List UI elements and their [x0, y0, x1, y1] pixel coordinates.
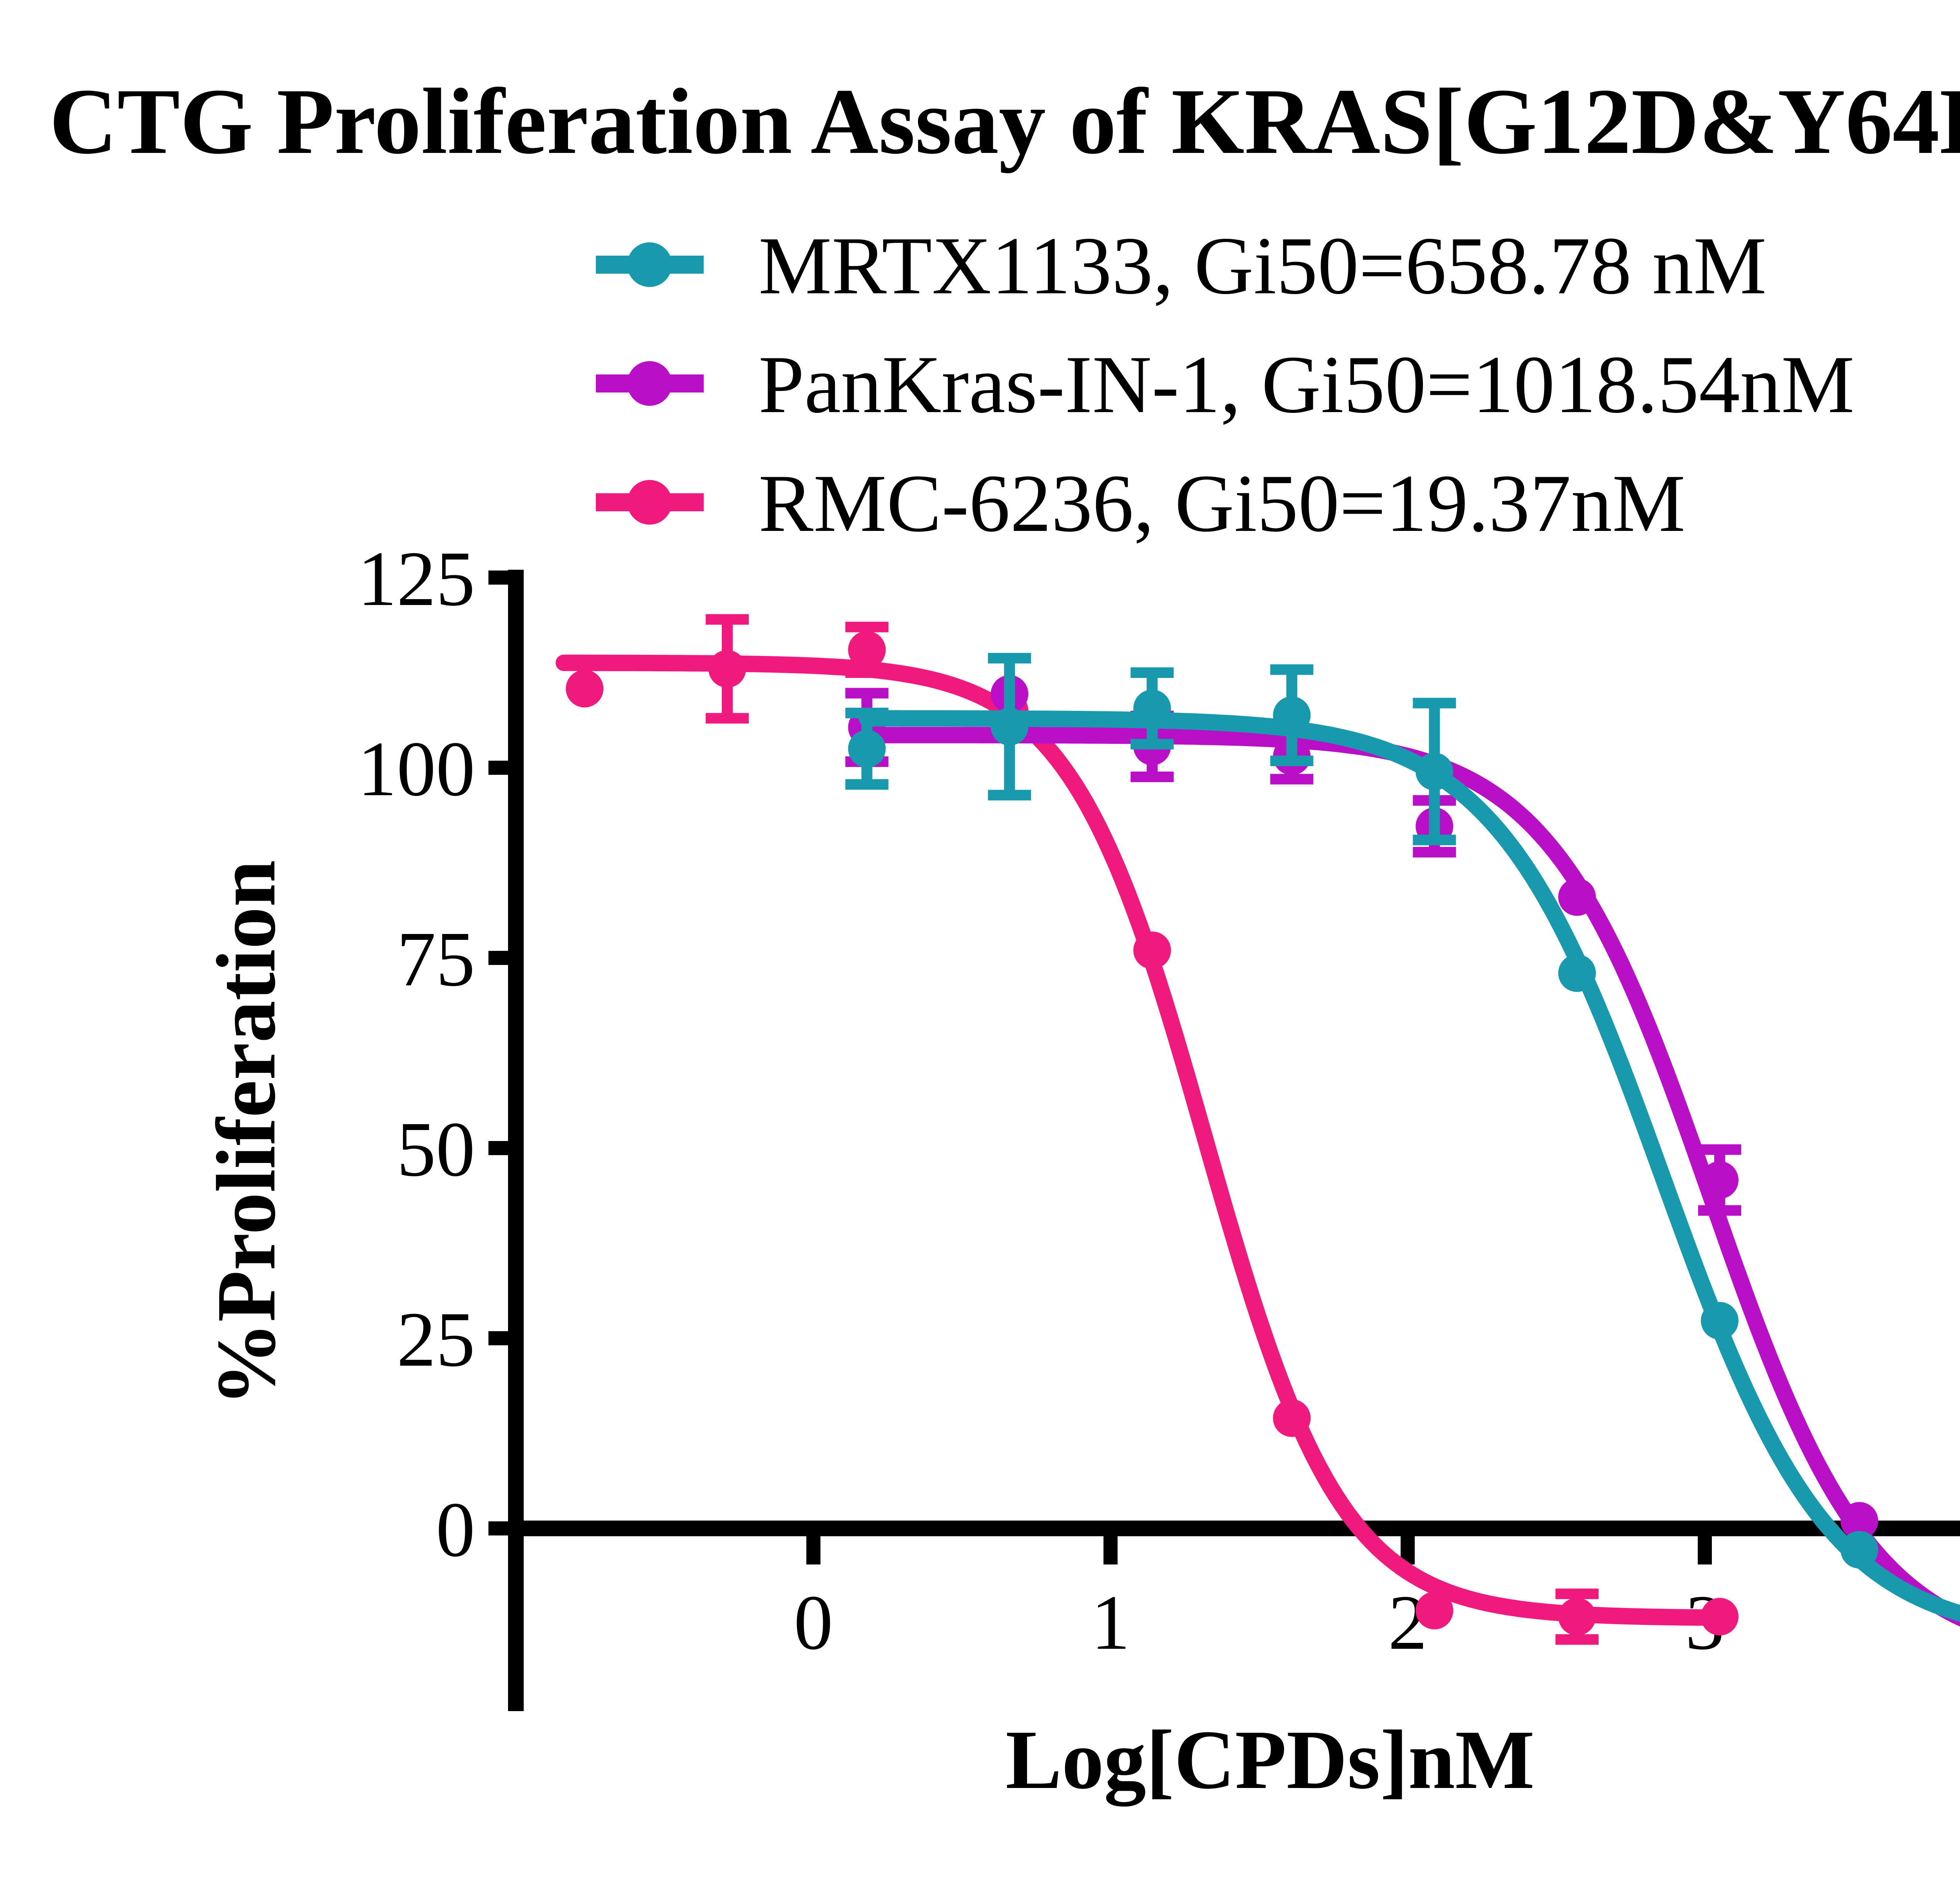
y-tick-label: 125 — [358, 536, 475, 622]
y-tick-label: 25 — [397, 1296, 475, 1383]
legend: MRTX1133, Gi50=658.78 nM PanKras-IN-1, G… — [596, 220, 1855, 549]
data-point — [1700, 1302, 1739, 1340]
data-point — [1700, 1598, 1739, 1636]
y-tick-label: 75 — [397, 916, 475, 1003]
series-RMC-6236 — [555, 614, 1739, 1645]
y-axis: 0 25 50 75 100 125 — [358, 536, 524, 1711]
data-point — [1133, 931, 1171, 969]
legend-label: RMC-6236, Gi50=19.37nM — [759, 458, 1685, 549]
data-point — [566, 670, 604, 708]
data-point — [1840, 1502, 1878, 1540]
data-point — [1273, 696, 1311, 734]
data-point — [708, 650, 746, 688]
data-point — [1416, 752, 1454, 790]
x-axis-label: Log[CPDs]nM — [1005, 1713, 1535, 1806]
data-point — [1133, 689, 1171, 727]
legend-entry-pankras-in-1: PanKras-IN-1, Gi50=1018.54nM — [596, 339, 1855, 430]
legend-label: PanKras-IN-1, Gi50=1018.54nM — [759, 339, 1855, 430]
legend-marker-icon — [627, 242, 672, 287]
data-point — [991, 708, 1029, 746]
data-point — [1700, 1161, 1739, 1199]
fit-curve — [858, 727, 1960, 1627]
series-PanKras-IN-1 — [845, 675, 1960, 1627]
legend-marker-icon — [627, 480, 672, 525]
data-point — [1840, 1531, 1878, 1569]
series-layer — [555, 614, 1960, 1645]
data-point — [1273, 1399, 1311, 1437]
legend-entry-rmc-6236: RMC-6236, Gi50=19.37nM — [596, 458, 1685, 549]
series-MRTX1133 — [845, 653, 1960, 1622]
x-tick-label: 1 — [1091, 1579, 1130, 1666]
y-tick-label: 100 — [358, 726, 475, 812]
data-point — [1558, 954, 1596, 992]
y-tick-label: 0 — [436, 1486, 475, 1573]
data-point — [848, 631, 886, 669]
x-axis: 01234 — [508, 1521, 1960, 1666]
fit-curve — [555, 654, 1725, 1626]
legend-marker-icon — [627, 361, 672, 406]
legend-entry-mrtx1133: MRTX1133, Gi50=658.78 nM — [596, 220, 1766, 311]
data-point — [848, 730, 886, 768]
y-axis-label: %Proliferation — [199, 860, 293, 1406]
data-point — [1558, 878, 1596, 916]
chart-title: CTG Proliferation Assay of KRAS[G12D&Y64… — [49, 69, 1960, 173]
data-point — [1558, 1598, 1596, 1636]
legend-label: MRTX1133, Gi50=658.78 nM — [759, 220, 1766, 311]
data-point — [1416, 1592, 1454, 1630]
y-tick-label: 50 — [397, 1106, 475, 1193]
x-tick-label: 0 — [794, 1579, 833, 1666]
